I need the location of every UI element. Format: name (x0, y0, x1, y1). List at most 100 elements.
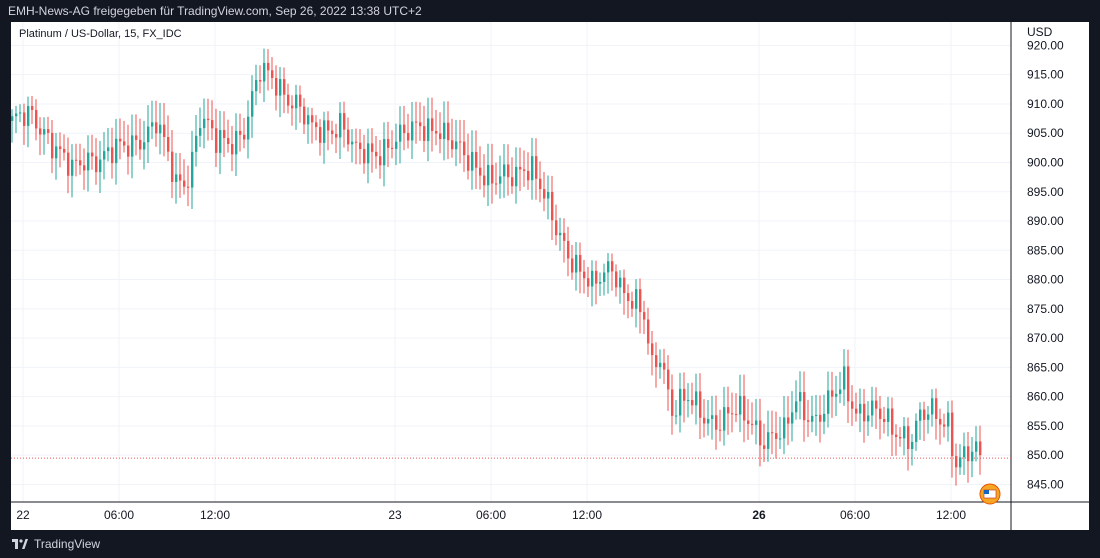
candle-body (635, 289, 638, 309)
candle-body (471, 151, 474, 171)
candle-body (259, 80, 262, 82)
candle-body (247, 116, 250, 140)
candle-body (583, 271, 586, 279)
candle-body (243, 134, 246, 140)
candle-body (803, 392, 806, 421)
candle-body (323, 120, 326, 143)
candle-body (975, 441, 978, 452)
time-tick-label: 23 (388, 508, 402, 522)
attribution-text: EMH-News-AG freigegeben für TradingView.… (8, 4, 422, 18)
candle-body (479, 167, 482, 176)
candle-body (679, 388, 682, 416)
candle-body (755, 420, 758, 425)
candle-body (687, 400, 690, 402)
candle-body (411, 121, 414, 141)
candle-body (587, 278, 590, 287)
candle-body (275, 77, 278, 96)
candle-body (507, 164, 510, 178)
footer-brand: TradingView (34, 537, 101, 551)
candle-body (551, 192, 554, 221)
price-tick-label: 915.00 (1027, 68, 1064, 82)
price-tick-label: 905.00 (1027, 126, 1064, 140)
candle-body (163, 124, 166, 138)
candle-body (387, 139, 390, 148)
candle-body (11, 116, 14, 121)
candle-body (579, 254, 582, 272)
candle-body (407, 132, 410, 141)
candle-body (963, 446, 966, 458)
candle-body (519, 166, 522, 170)
price-tick-label: 880.00 (1027, 273, 1064, 287)
price-tick-label: 865.00 (1027, 360, 1064, 374)
candle-body (371, 143, 374, 152)
candle-body (459, 141, 462, 143)
candle-body (427, 118, 430, 141)
candle-body (463, 141, 466, 156)
candle-body (187, 186, 190, 188)
flag-canton-icon (984, 490, 989, 494)
candle-body (739, 395, 742, 415)
candle-body (367, 143, 370, 164)
candle-body (499, 176, 502, 184)
candle-body (575, 254, 578, 273)
candle-body (351, 141, 354, 145)
candle-body (707, 418, 710, 424)
candle-body (179, 174, 182, 181)
chart-panel[interactable]: USD 920.00 915.00 910.00 905.00 900.00 895.00 8… (11, 22, 1089, 530)
candle-body (967, 446, 970, 462)
candle-body (443, 122, 446, 140)
candle-body (815, 414, 818, 416)
candle-body (467, 155, 470, 171)
candle-body (115, 138, 118, 164)
candle-body (203, 118, 206, 129)
candle-body (535, 156, 538, 179)
candle-body (871, 400, 874, 416)
candle-body (939, 418, 942, 425)
candle-body (835, 393, 838, 397)
candle-body (127, 145, 130, 157)
candle-body (731, 413, 734, 415)
candle-body (23, 112, 26, 126)
candle-body (331, 130, 334, 135)
candle-body (287, 94, 290, 106)
candle-body (227, 138, 230, 145)
candle-body (159, 124, 162, 134)
candle-body (703, 417, 706, 424)
candle-body (655, 355, 658, 368)
candle-body (843, 366, 846, 390)
candle-body (903, 426, 906, 439)
candle-body (671, 389, 674, 416)
candle-body (415, 121, 418, 123)
candle-body (135, 135, 138, 140)
candle-body (723, 407, 726, 431)
candle-body (923, 409, 926, 420)
candle-body (211, 120, 214, 129)
candle-body (503, 164, 506, 177)
candle-body (447, 122, 450, 141)
candle-body (95, 156, 98, 173)
price-tick-label: 885.00 (1027, 243, 1064, 257)
candle-body (935, 398, 938, 419)
candle-body (719, 429, 722, 431)
candle-body (855, 408, 858, 414)
candle-body (531, 156, 534, 181)
candle-body (271, 70, 274, 78)
candle-body (303, 106, 306, 125)
candle-body (547, 192, 550, 199)
candle-body (895, 434, 898, 437)
candle-body (347, 129, 350, 145)
candle-body (771, 432, 774, 434)
candle-body (239, 130, 242, 135)
time-tick-label: 06:00 (840, 508, 870, 522)
symbol-title: Platinum / US-Dollar, 15, FX_IDC (19, 28, 182, 40)
candle-body (627, 293, 630, 301)
candle-body (947, 412, 950, 427)
candle-body (451, 140, 454, 150)
candle-body (783, 417, 786, 439)
price-tick-label: 920.00 (1027, 38, 1064, 52)
candle-body (43, 129, 46, 135)
candle-body (527, 170, 530, 181)
candle-body (559, 232, 562, 236)
candle-body (643, 312, 646, 320)
